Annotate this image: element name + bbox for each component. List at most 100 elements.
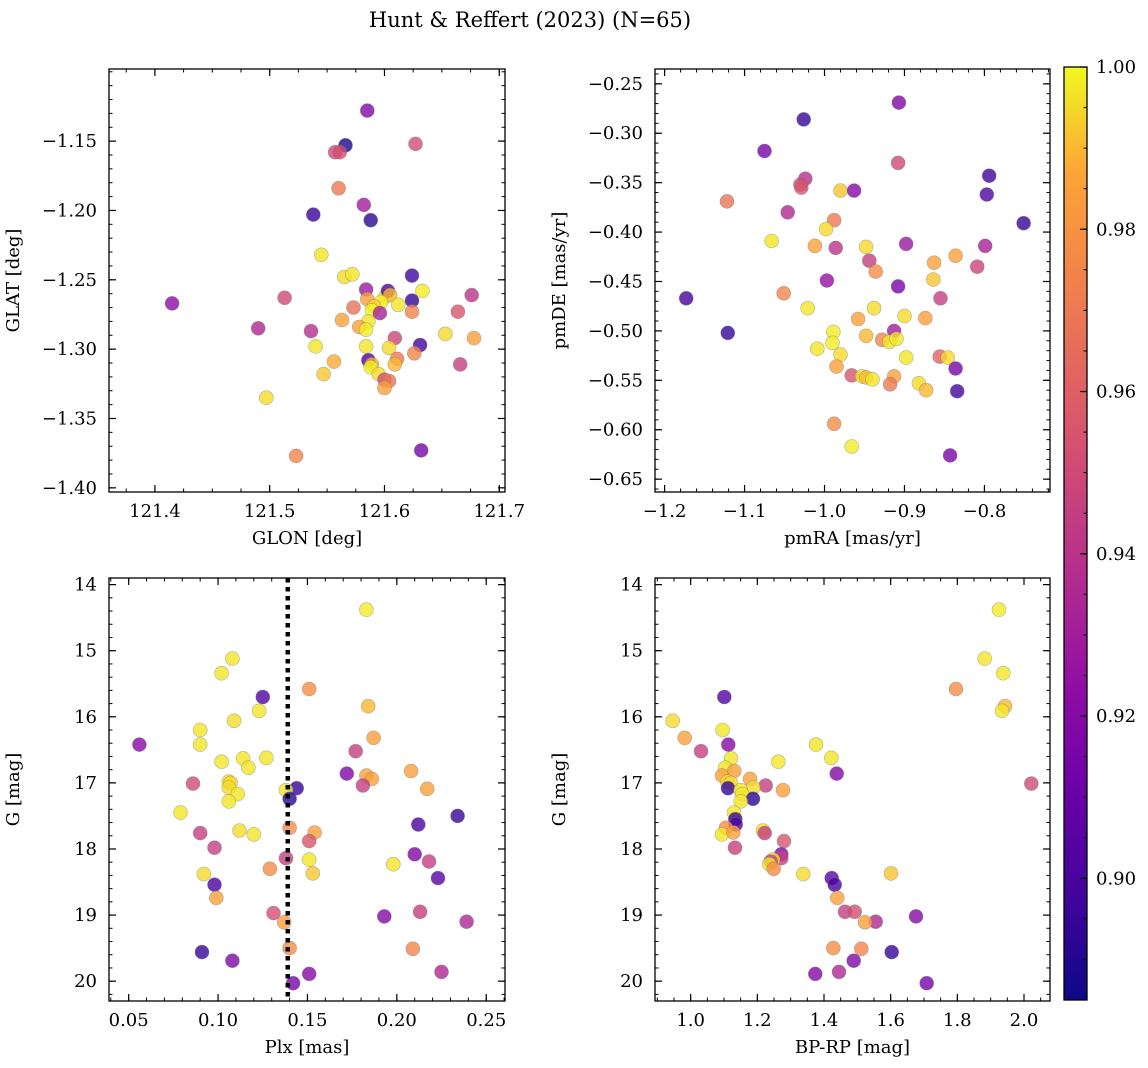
data-point <box>745 791 761 807</box>
data-point <box>385 856 401 872</box>
y-tick-label: −0.60 <box>588 420 643 441</box>
data-point <box>359 103 375 118</box>
data-point <box>693 743 709 759</box>
data-point <box>846 953 862 969</box>
data-point <box>823 750 839 766</box>
data-point <box>421 854 437 869</box>
data-point <box>437 326 453 342</box>
ticks: 1.0 1.2 1.4 1.6 1.8 2.0 14 15 16 17 18 19 20 <box>620 575 1050 1031</box>
data-point <box>775 782 791 798</box>
data-point <box>977 238 993 254</box>
data-point <box>390 297 406 313</box>
data-point <box>828 240 844 256</box>
y-tick-label: 15 <box>620 641 643 662</box>
data-point <box>226 713 242 729</box>
data-point <box>883 866 899 881</box>
data-point <box>360 698 376 714</box>
y-tick-label: 16 <box>74 707 97 728</box>
data-point <box>258 750 274 766</box>
data-point <box>727 840 743 856</box>
x-tick-label: 0.15 <box>287 1010 327 1031</box>
panel-bprp-g: 1.0 1.2 1.4 1.6 1.8 2.0 14 15 16 17 18 19 20 BP-RP [m… <box>549 575 1051 1058</box>
data-point <box>780 205 796 220</box>
data-point <box>410 817 426 832</box>
data-point <box>793 180 809 195</box>
y-tick-label: 20 <box>620 971 643 992</box>
data-point <box>948 681 964 697</box>
data-point <box>301 681 317 697</box>
data-point <box>372 305 388 321</box>
data-point <box>377 380 392 396</box>
x-tick-label: 1.6 <box>876 1010 905 1031</box>
x-tick-label: 121.5 <box>244 501 296 522</box>
data-point <box>258 390 274 406</box>
y-tick-label: −0.25 <box>588 74 643 95</box>
colorbar-gradient <box>1064 67 1087 1000</box>
data-point <box>1024 776 1039 791</box>
colorbar: 0.90 0.92 0.94 0.96 0.98 1.00 <box>1063 57 1136 1001</box>
ticks: −1.2 −1.1 −1.0 −0.9 −0.8 −0.65 −0.60 −0.55 −0.50… <box>588 69 1050 522</box>
data-point <box>766 861 782 877</box>
data-point <box>316 366 331 382</box>
data-point <box>185 776 201 791</box>
data-point <box>305 207 321 222</box>
data-point <box>381 340 397 356</box>
x-tick-label: 121.7 <box>473 501 525 522</box>
data-point <box>948 248 963 264</box>
x-axis-label: Plx [mas] <box>265 1037 350 1058</box>
panel-plx-g: 0.05 0.10 0.15 0.20 0.25 14 15 16 17 18 19 20 Plx [m… <box>3 575 506 1058</box>
data-point <box>1016 215 1031 231</box>
data-point <box>825 940 841 956</box>
data-point <box>301 833 317 849</box>
data-point <box>898 236 914 252</box>
y-tick-label: −1.25 <box>42 270 97 291</box>
y-axis-label: pmDE [mas/yr] <box>549 212 570 350</box>
data-point <box>348 743 364 759</box>
scatter-points <box>678 95 1031 463</box>
data-point <box>403 763 419 779</box>
y-tick-label: −0.55 <box>588 370 643 391</box>
data-point <box>459 914 474 930</box>
data-point <box>857 914 873 930</box>
data-point <box>677 730 693 746</box>
data-point <box>977 651 993 666</box>
data-point <box>301 966 317 982</box>
data-point <box>262 861 278 877</box>
data-point <box>376 909 392 924</box>
data-point <box>818 221 834 237</box>
x-tick-label: 1.4 <box>810 1010 839 1031</box>
figure-title: Hunt & Reffert (2023) (N=65) <box>369 8 691 32</box>
ticks: 121.4 121.5 121.6 121.7 −1.40 −1.35 −1.30 −1.25… <box>42 69 525 522</box>
colorbar-tick-label: 0.90 <box>1096 868 1136 889</box>
data-point <box>807 238 823 254</box>
data-point <box>214 665 229 681</box>
x-tick-label: 2.0 <box>1010 1010 1039 1031</box>
x-tick-label: 1.8 <box>943 1010 972 1031</box>
data-point <box>276 914 292 930</box>
data-point <box>434 964 449 980</box>
data-point <box>196 866 212 882</box>
data-point <box>209 890 224 906</box>
data-point <box>404 268 420 283</box>
data-point <box>981 168 997 183</box>
colorbar-frame <box>1063 66 1088 1001</box>
data-point <box>770 754 786 770</box>
x-tick-label: 1.0 <box>676 1010 705 1031</box>
data-point <box>366 730 381 746</box>
data-point <box>942 448 958 463</box>
scatter-points <box>164 103 482 464</box>
data-point <box>884 944 900 960</box>
x-tick-label: 1.2 <box>743 1010 772 1031</box>
y-tick-label: −0.65 <box>588 469 643 490</box>
colorbar-tick-label: 0.96 <box>1096 382 1136 403</box>
y-axis-label: G [mag] <box>3 753 24 826</box>
data-point <box>406 345 422 361</box>
data-point <box>464 287 480 303</box>
data-point <box>995 665 1011 681</box>
data-point <box>665 713 681 729</box>
colorbar-tick-label: 0.98 <box>1096 219 1136 240</box>
data-point <box>344 266 360 282</box>
data-point <box>407 846 423 862</box>
y-axis-label: G [mag] <box>549 753 570 826</box>
data-point <box>412 904 428 920</box>
